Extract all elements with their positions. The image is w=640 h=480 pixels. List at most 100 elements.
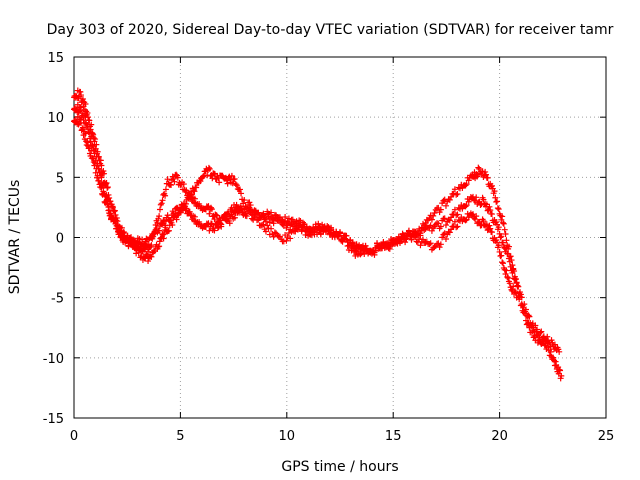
data-point-marker <box>482 168 489 175</box>
data-point-marker <box>463 202 470 209</box>
data-point-marker <box>506 280 513 287</box>
data-point-marker <box>510 283 517 290</box>
data-point-marker <box>208 204 215 211</box>
data-point-marker <box>72 105 79 112</box>
series-track-c <box>71 113 520 301</box>
data-point-marker <box>148 234 155 241</box>
data-point-marker <box>97 169 104 176</box>
data-point-marker <box>233 182 240 189</box>
data-point-marker <box>205 164 212 171</box>
data-point-marker <box>500 220 507 227</box>
data-point-marker <box>547 348 554 355</box>
data-point-marker <box>226 213 233 220</box>
y-tick-label: 15 <box>47 51 64 66</box>
data-point-marker <box>145 240 152 247</box>
data-point-marker <box>486 222 493 229</box>
data-point-marker <box>268 225 275 232</box>
data-point-marker <box>191 213 198 220</box>
data-point-marker <box>437 206 444 213</box>
data-point-marker <box>84 122 91 129</box>
data-point-marker <box>488 182 495 189</box>
data-point-marker <box>453 191 460 198</box>
data-point-marker <box>77 104 84 111</box>
data-point-marker <box>241 206 248 213</box>
data-point-marker <box>180 181 187 188</box>
data-point-marker <box>156 213 163 220</box>
data-point-marker <box>247 209 254 216</box>
data-point-marker <box>162 192 169 199</box>
data-point-marker <box>287 222 294 229</box>
data-point-marker <box>476 218 483 225</box>
y-tick-label: 0 <box>56 232 64 247</box>
data-point-marker <box>417 242 424 249</box>
data-point-marker <box>439 234 446 241</box>
data-point-marker <box>503 237 510 244</box>
data-point-marker <box>111 217 118 224</box>
data-point-marker <box>232 181 239 188</box>
data-point-marker <box>446 217 453 224</box>
data-point-marker <box>82 101 89 108</box>
data-point-marker <box>501 226 508 233</box>
data-point-marker <box>270 233 277 240</box>
data-point-marker <box>442 202 449 209</box>
data-point-marker <box>411 232 418 239</box>
data-point-marker <box>90 143 97 150</box>
data-point-marker <box>183 205 190 212</box>
data-point-marker <box>236 186 243 193</box>
data-point-marker <box>260 221 267 228</box>
data-point-marker <box>89 155 96 162</box>
data-point-marker <box>271 229 278 236</box>
data-point-marker <box>283 237 290 244</box>
y-tick-label: 10 <box>47 111 64 126</box>
data-point-marker <box>510 266 517 273</box>
data-point-marker <box>488 211 495 218</box>
data-point-marker <box>101 170 108 177</box>
data-point-marker <box>470 211 476 218</box>
data-point-marker <box>162 186 169 193</box>
data-point-marker <box>94 172 101 179</box>
data-point-marker <box>349 245 356 252</box>
data-point-marker <box>82 130 89 137</box>
chart-title: Day 303 of 2020, Sidereal Day-to-day VTE… <box>47 22 614 38</box>
data-point-marker <box>337 230 343 237</box>
data-point-marker <box>431 209 438 216</box>
data-point-marker <box>287 235 294 242</box>
data-point-marker <box>498 252 505 259</box>
data-point-marker <box>218 223 225 230</box>
data-point-marker <box>496 248 503 255</box>
data-point-marker <box>228 172 235 179</box>
data-point-marker <box>480 217 487 224</box>
data-point-marker <box>454 223 461 230</box>
data-point-marker <box>92 148 99 155</box>
data-point-marker <box>168 217 175 224</box>
data-point-marker <box>556 348 563 355</box>
data-point-marker <box>186 190 193 197</box>
data-point-marker <box>402 236 409 243</box>
data-point-marker <box>556 366 563 373</box>
data-point-marker <box>437 223 444 230</box>
data-point-marker <box>512 289 519 296</box>
data-point-marker <box>186 208 193 215</box>
data-point-marker <box>171 212 178 219</box>
data-point-marker <box>500 239 507 246</box>
y-tick-label: -5 <box>51 292 64 307</box>
data-point-marker <box>495 242 502 249</box>
data-point-marker <box>103 197 110 204</box>
data-point-marker <box>505 274 512 281</box>
data-point-marker <box>333 228 340 235</box>
data-point-marker <box>158 221 165 228</box>
data-point-marker <box>448 193 455 200</box>
data-point-marker <box>206 165 213 172</box>
data-point-marker <box>180 200 187 207</box>
data-point-marker <box>160 235 167 242</box>
data-point-marker <box>517 291 524 298</box>
data-point-marker <box>125 240 132 247</box>
data-point-marker <box>164 176 171 183</box>
data-point-marker <box>451 206 458 213</box>
data-point-marker <box>90 155 97 162</box>
data-point-marker <box>148 242 155 249</box>
data-point-marker <box>462 203 469 210</box>
data-point-marker <box>77 88 84 95</box>
data-point-marker <box>86 117 93 124</box>
data-point-marker <box>371 249 378 256</box>
